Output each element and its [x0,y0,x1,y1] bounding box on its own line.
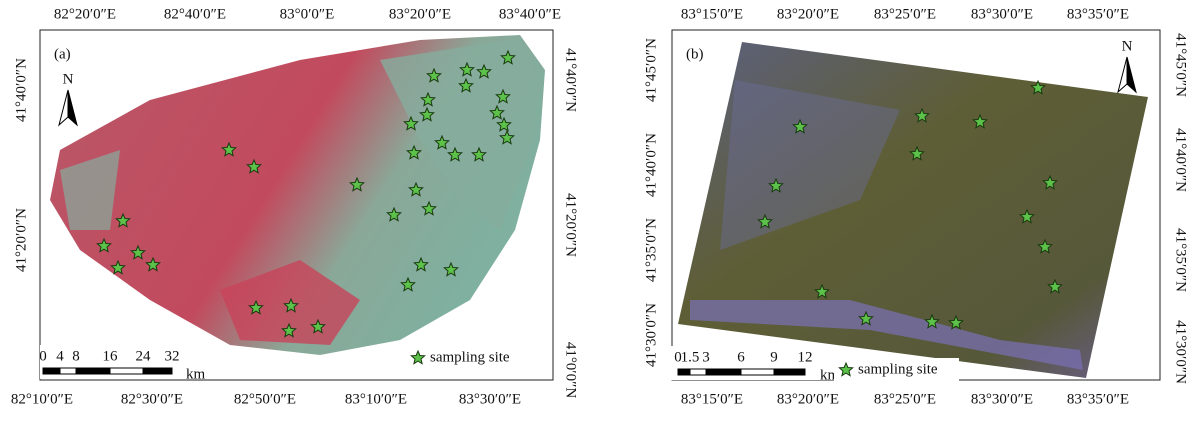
bottom-tick-label: 82°30′0″E [121,391,183,407]
left-tick-label: 41°45′0″N [643,38,659,102]
bottom-tick-label: 82°10′0″E [11,391,73,407]
scale-label: 12 [798,349,813,365]
top-tick-label: 83°20′0″E [389,6,451,22]
top-tick-label: 82°40′0″E [164,6,226,22]
top-tick-label: 83°25′0″E [874,6,936,22]
scale-segment [678,369,690,375]
panel-label: (b) [686,46,704,62]
scale-label: 6 [737,349,745,365]
left-tick-label: 41°35′0″N [643,218,659,282]
left-tick-label: 41°30′0″N [643,303,659,367]
north-label: N [63,71,74,87]
bottom-tick-label: 83°30′0″E [971,391,1033,407]
scale-segment [43,368,60,374]
top-tick-label: 83°15′0″E [681,6,743,22]
figure: (a)82°20′0″E82°40′0″E83°0′0″E83°20′0″E83… [0,0,1197,420]
right-tick-label: 41°30′0″N [1173,320,1189,384]
bottom-tick-label: 83°35′0″E [1067,391,1129,407]
scale-label: 16 [103,348,119,364]
scale-segment [60,368,76,374]
scale-unit: km [186,366,206,382]
bottom-tick-label: 83°15′0″E [681,391,743,407]
top-tick-label: 82°20′0″E [54,6,116,22]
right-tick-label: 41°35′0″N [1173,228,1189,292]
scale-segment [774,369,805,375]
scale-label: 24 [136,348,152,364]
right-tick-label: 41°45′0″N [1173,33,1189,97]
scale-label: 32 [165,348,180,364]
scale-label: 8 [72,348,80,364]
scale-label: 0 [39,348,47,364]
scale-label: 4 [56,348,64,364]
scale-label: 3 [702,349,710,365]
top-tick-label: 83°0′0″E [280,6,335,22]
bottom-tick-label: 83°10′0″E [345,391,407,407]
right-tick-label: 41°40′0″N [563,48,579,112]
top-tick-label: 83°20′0″E [777,6,839,22]
left-tick-label: 41°20′0″N [13,208,29,272]
bottom-tick-label: 83°30′0″E [459,391,521,407]
legend-label: sampling site [430,349,510,365]
left-tick-label: 41°40′0″N [13,58,29,122]
scale-label: 9 [770,349,778,365]
north-label: N [1122,38,1133,54]
panel-label: (a) [54,46,71,62]
scale-label: 1.5 [681,349,700,365]
left-tick-label: 41°40′0″N [643,133,659,197]
scale-segment [110,368,143,374]
bottom-tick-label: 83°20′0″E [777,391,839,407]
bottom-tick-label: 82°50′0″E [234,391,296,407]
right-tick-label: 41°40′0″N [1173,128,1189,192]
bottom-tick-label: 83°25′0″E [874,391,936,407]
scale-segment [706,369,741,375]
right-tick-label: 41°20′0″N [563,193,579,257]
scale-segment [690,369,706,375]
scale-segment [741,369,774,375]
top-tick-label: 83°40′0″E [499,6,561,22]
scale-segment [143,368,172,374]
top-tick-label: 83°30′0″E [971,6,1033,22]
right-tick-label: 41°0′0″N [563,342,579,399]
top-tick-label: 83°35′0″E [1067,6,1129,22]
scale-segment [76,368,110,374]
legend-label: sampling site [858,361,938,377]
